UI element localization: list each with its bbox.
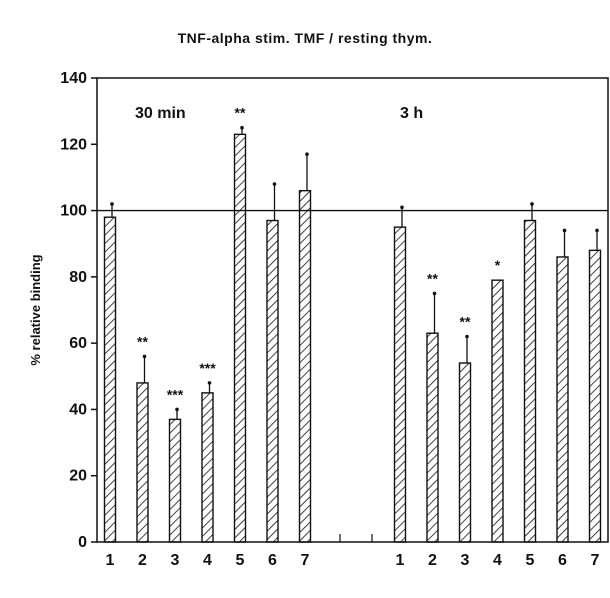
error-cap-g2-2: [432, 291, 437, 296]
bar-g1-5: [233, 133, 247, 543]
significance-g1-5: **: [235, 105, 246, 121]
y-tick-label-40: 40: [69, 401, 87, 418]
error-cap-g1-1: [110, 202, 114, 206]
y-tick-label-100: 100: [60, 203, 87, 220]
bar-g1-7: [298, 189, 312, 543]
x-tick-label-g2-3: 3: [461, 552, 470, 569]
bar-g1-6: [266, 219, 279, 543]
bar-g1-3: [168, 418, 182, 543]
error-cap-g1-4: [207, 381, 212, 385]
error-cap-g2-3: [465, 334, 469, 339]
x-tick-label-g1-6: 6: [268, 552, 277, 569]
error-cap-g2-5: [530, 202, 534, 206]
y-tick-label-60: 60: [69, 335, 87, 352]
error-cap-g1-3: [175, 407, 179, 412]
significance-g2-3: **: [460, 314, 471, 330]
x-tick-label-g1-3: 3: [171, 552, 180, 569]
significance-g1-2: **: [137, 333, 148, 349]
y-tick-label-120: 120: [60, 136, 87, 153]
significance-g2-2: **: [427, 270, 438, 286]
significance-g2-4: *: [495, 257, 501, 273]
error-cap-g1-6: [272, 182, 277, 186]
x-tick-label-g1-1: 1: [106, 552, 115, 569]
error-cap-g1-7: [305, 152, 309, 157]
chart-title: TNF-alpha stim. TMF / resting thym.: [177, 30, 433, 46]
bar-g2-1: [393, 226, 407, 543]
bar-g2-2: [426, 332, 439, 543]
bar-g2-7: [588, 249, 602, 543]
x-tick-label-g2-6: 6: [558, 552, 567, 569]
bar-g1-4: [201, 392, 214, 543]
significance-g1-4: ***: [199, 360, 216, 376]
bar-g1-2: [136, 382, 149, 543]
x-tick-label-g1-2: 2: [138, 552, 147, 569]
y-tick-label-140: 140: [60, 70, 87, 87]
bar-g2-3: [458, 362, 472, 543]
y-tick-label-0: 0: [78, 534, 87, 551]
error-cap-g2-7: [595, 228, 599, 233]
y-tick-label-80: 80: [69, 269, 87, 286]
x-tick-label-g1-7: 7: [301, 552, 310, 569]
error-cap-g1-5: [240, 125, 244, 130]
bar-g1-1: [103, 216, 117, 543]
bar-g2-5: [523, 219, 537, 543]
bar-g2-6: [556, 256, 569, 543]
significance-g1-3: ***: [167, 386, 184, 402]
y-axis-label: % relative binding: [28, 254, 43, 365]
group-label-2: 3 h: [400, 105, 423, 122]
error-cap-g2-1: [400, 205, 404, 210]
bar-g2-4: [491, 279, 504, 543]
y-tick-label-20: 20: [69, 468, 87, 485]
plot-frame: [96, 77, 609, 543]
x-tick-label-g2-2: 2: [428, 552, 437, 569]
error-cap-g2-6: [562, 228, 567, 233]
error-cap-g1-2: [142, 354, 147, 359]
x-tick-label-g2-5: 5: [526, 552, 535, 569]
x-tick-label-g2-1: 1: [396, 552, 405, 569]
x-tick-label-g1-5: 5: [236, 552, 245, 569]
group-label-1: 30 min: [135, 105, 186, 122]
x-tick-label-g2-4: 4: [493, 552, 502, 569]
x-tick-label-g2-7: 7: [591, 552, 600, 569]
x-tick-label-g1-4: 4: [203, 552, 212, 569]
